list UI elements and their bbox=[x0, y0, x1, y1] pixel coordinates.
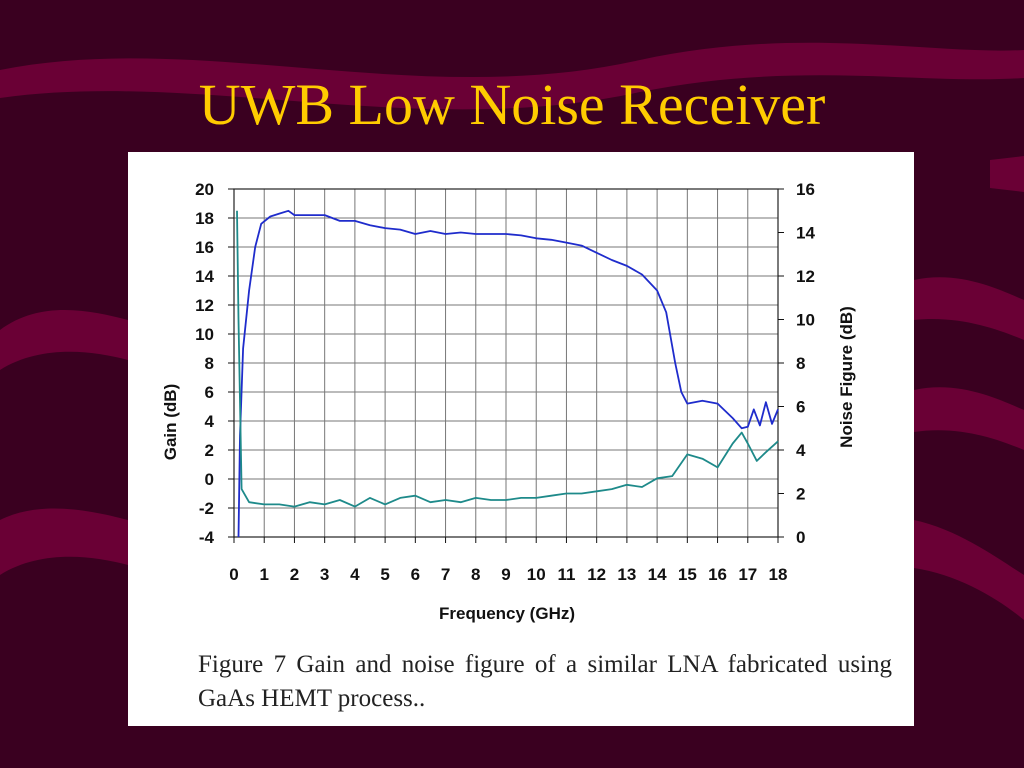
x-tick-label: 0 bbox=[229, 565, 238, 584]
y2-tick-label: 16 bbox=[796, 180, 815, 199]
y-tick-label: 20 bbox=[195, 180, 214, 199]
y-tick-label: -4 bbox=[199, 528, 215, 547]
y2-tick-label: 0 bbox=[796, 528, 805, 547]
x-axis-label: Frequency (GHz) bbox=[439, 604, 575, 623]
x-tick-label: 17 bbox=[738, 565, 757, 584]
background-wave bbox=[0, 310, 128, 370]
y2-tick-label: 10 bbox=[796, 311, 815, 330]
gain-noise-chart: 0 1 2 3 4 5 6 7 8 9 10 11 12 13 14 15 16 17 18-4-202468101… bbox=[161, 180, 856, 623]
background-wave bbox=[914, 387, 1024, 450]
background-wave bbox=[0, 508, 128, 575]
y2-tick-label: 14 bbox=[796, 224, 815, 243]
figure-panel: 0 1 2 3 4 5 6 7 8 9 10 11 12 13 14 15 16 17 18 -4 -2 0 2 4 6 8 10 1… bbox=[128, 152, 914, 726]
x-tick-label: 12 bbox=[587, 565, 606, 584]
y-tick-label: -2 bbox=[199, 499, 214, 518]
y2-tick-label: 2 bbox=[796, 485, 805, 504]
y2-tick-label: 6 bbox=[796, 398, 805, 417]
x-tick-label: 2 bbox=[290, 565, 299, 584]
y-tick-label: 14 bbox=[195, 267, 214, 286]
x-tick-label: 13 bbox=[617, 565, 636, 584]
x-tick-label: 3 bbox=[320, 565, 329, 584]
x-tick-label: 5 bbox=[380, 565, 389, 584]
y-tick-label: 16 bbox=[195, 238, 214, 257]
y-tick-label: 18 bbox=[195, 209, 214, 228]
y-tick-label: 8 bbox=[205, 354, 214, 373]
y-tick-label: 6 bbox=[205, 383, 214, 402]
x-tick-label: 15 bbox=[678, 565, 697, 584]
y2-tick-label: 4 bbox=[796, 441, 806, 460]
x-tick-label: 7 bbox=[441, 565, 450, 584]
y-tick-label: 2 bbox=[205, 441, 214, 460]
y-tick-label: 10 bbox=[195, 325, 214, 344]
y-axis-label: Gain (dB) bbox=[161, 384, 180, 461]
x-tick-label: 6 bbox=[411, 565, 420, 584]
y-tick-label: 12 bbox=[195, 296, 214, 315]
noise-figure-line bbox=[236, 210, 779, 508]
figure-caption: Figure 7 Gain and noise figure of a simi… bbox=[198, 651, 892, 712]
chart-ticks: 0 1 2 3 4 5 6 7 8 9 10 11 12 13 14 15 16 17 18-4-202468101… bbox=[195, 180, 815, 584]
chart-series bbox=[236, 209, 779, 538]
x-tick-label: 18 bbox=[769, 565, 788, 584]
y-tick-label: 4 bbox=[205, 412, 215, 431]
background-wave bbox=[914, 520, 1024, 620]
x-tick-label: 10 bbox=[527, 565, 546, 584]
x-tick-label: 14 bbox=[648, 565, 667, 584]
x-tick-label: 9 bbox=[501, 565, 510, 584]
x-tick-label: 11 bbox=[557, 565, 575, 584]
slide-title: UWB Low Noise Receiver bbox=[198, 72, 826, 137]
x-tick-label: 1 bbox=[259, 565, 268, 584]
background-wave bbox=[990, 156, 1024, 192]
chart-grid bbox=[233, 188, 779, 538]
x-tick-label: 4 bbox=[350, 565, 360, 584]
gain-line bbox=[237, 209, 779, 538]
y2-tick-label: 8 bbox=[796, 354, 805, 373]
x-tick-label: 16 bbox=[708, 565, 727, 584]
background-wave bbox=[0, 42, 1024, 110]
background-wave bbox=[914, 277, 1024, 340]
y2-tick-label: 12 bbox=[796, 267, 815, 286]
y2-axis-label: Noise Figure (dB) bbox=[837, 306, 856, 448]
x-tick-label: 8 bbox=[471, 565, 480, 584]
y-tick-label: 0 bbox=[205, 470, 214, 489]
